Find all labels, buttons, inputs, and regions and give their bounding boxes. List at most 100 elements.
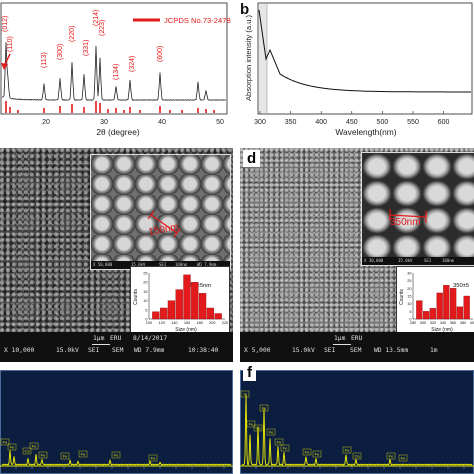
xrd-peak-label: (300) [57, 44, 64, 60]
eds-f-element-label: Ca [354, 453, 360, 458]
eds-f-element-label: Fe [269, 429, 274, 434]
sem-d-scale: 1μm [334, 335, 346, 342]
eds-f-element-label: Fe [249, 421, 254, 426]
eds-e-element-label: Fe [32, 443, 37, 448]
xrd-ref-bar [83, 107, 85, 113]
eds-e-label-box [78, 450, 88, 458]
hist-d-bar [443, 285, 450, 320]
eds-f-label-box [342, 446, 352, 454]
hist-c-bar [183, 274, 191, 320]
uv-tick-label: 600 [438, 119, 450, 126]
hist-d-annotation: 350±5 [453, 283, 469, 289]
xrd-ref-bar [107, 109, 109, 113]
uv-absorption-curve [258, 9, 471, 93]
size-marker-line [150, 214, 178, 234]
xrd-ref-bar [71, 104, 73, 113]
sem-c-mag: X 10,000 [4, 347, 35, 354]
eds-f-label-box [312, 450, 322, 458]
xrd-ref-bar [205, 109, 207, 113]
eds-e-label-box [7, 443, 17, 451]
eds-e-peaks [1, 450, 232, 466]
xrd-peak-labels: (012) (110) (113) (300) (220) (331) (214)(223)… [2, 10, 164, 80]
eds-e-label-box [22, 447, 32, 455]
hist-c-bar [191, 282, 199, 320]
size-marker-line [389, 214, 427, 218]
eds-f-element-label: Fe [345, 447, 350, 452]
xrd-peak-label: (331) [83, 40, 90, 56]
xrd-ref-bar [197, 108, 199, 113]
inset-size-label-c: 150nm [148, 222, 180, 238]
xrd-ref-bar [115, 108, 117, 113]
hist-c-y-tick-label: 5 [145, 308, 147, 312]
inset-c-kv: 15.0kV [131, 262, 146, 267]
xrd-peak-label: (600) [157, 46, 164, 62]
uv-chart: b Absorption intensity (a.u.) 300 350 400 4… [240, 1, 473, 137]
eds-panel-letter-f: f [243, 364, 256, 381]
xrd-tick-label-20: 20 [42, 119, 50, 126]
uv-tick-label: 500 [377, 119, 389, 126]
xrd-ref-bar [159, 106, 161, 113]
hist-c-x-tick-label: 180 [196, 321, 202, 325]
eds-f-element-label: Fe [262, 405, 267, 410]
xrd-ref-bar [95, 101, 97, 113]
eds-e-element-label: Fe [81, 451, 86, 456]
sem-c-org: ERU [110, 335, 122, 342]
xrd-ref-bar [169, 110, 171, 113]
eds-f-label-box [302, 448, 312, 456]
hist-d-x-tick-label: 340 [440, 321, 446, 325]
eds-panel-f: O Fe Ca Fe Fe Fe Fe Fe Fe Fe Ca Fe Fe f [240, 364, 474, 474]
inset-d-scale: 100nm [442, 258, 455, 263]
inset-d-info-strip: X 30,000 15.0kV SEI 100nm [362, 257, 474, 265]
sem-c-sei: SEI [88, 347, 100, 354]
hist-c-y-tick-label: 0 [145, 318, 147, 322]
xrd-pattern-line [1, 42, 227, 101]
hist-c-x-tick-label: 100 [146, 321, 152, 325]
eds-e-label-box [29, 442, 39, 450]
hist-c-y-tick-label: 10 [143, 299, 147, 303]
xrd-peak-label: (110) [7, 36, 14, 52]
hist-d-bar [422, 311, 430, 320]
sem-d-sem: SEM [350, 347, 362, 354]
xrd-tick-label-30: 30 [100, 119, 108, 126]
inset-c-info-strip: X 50,000 15.0kV SEI 100nm WD 7.9mm [91, 261, 230, 269]
sem-d-scale-bar [333, 344, 351, 345]
xrd-tick-label-40: 40 [158, 119, 166, 126]
sem-inset-d: 350nm X 30,000 15.0kV SEI 100nm [361, 152, 474, 266]
uv-plot-frame [257, 2, 473, 115]
eds-e-element-label: Fe [151, 455, 156, 460]
hist-d-bar [456, 306, 464, 320]
inset-d-sei: SEI [424, 258, 432, 263]
hist-c-y-tick-label: 25 [143, 272, 147, 276]
uv-tick-label: 400 [315, 119, 327, 126]
eds-f-element-label: Fe [305, 449, 310, 454]
xrd-peak-label: (134) [113, 64, 120, 80]
eds-f-label-box [246, 420, 256, 428]
sem-info-strip-d: 1μm ERU X 5,000 15.0kV SEI SEM WD 13.5mm… [240, 332, 474, 362]
hist-c-y-tick-label: 20 [143, 281, 147, 285]
xrd-ref-bar [139, 110, 141, 113]
eds-f-label-box [259, 404, 269, 412]
xrd-ref-bar [123, 110, 125, 113]
size-marker-cap [147, 210, 155, 220]
hist-d-x-tick-label: 380 [460, 321, 466, 325]
hist-d-y-tick-label: 25 [407, 279, 411, 283]
eds-f-label-box [266, 428, 276, 436]
xrd-ref-bar [9, 107, 11, 113]
uv-x-ticks: 300 350 400 450 500 550 600 [254, 111, 450, 126]
eds-f-element-label: Fe [283, 445, 288, 450]
eds-f-element-label: O [243, 391, 246, 396]
hist-c-bar [160, 307, 168, 320]
xrd-legend-label: JCPDS No.73-2478 [164, 16, 231, 25]
inset-c-wd: WD 7.9mm [197, 262, 217, 267]
sem-c-wd: WD 7.9mm [134, 347, 165, 354]
hist-c-y-tick-label: 15 [143, 290, 147, 294]
hist-d-y-tick-label: 15 [407, 295, 411, 299]
hist-d-bar [416, 300, 423, 320]
sem-panel-c: 150nm X 50,000 15.0kV SEI 100nm WD 7.9mm… [0, 148, 233, 362]
hist-c-x-tick-label: 220 [222, 321, 228, 325]
sem-d-time: 1m [430, 347, 438, 354]
sem-d-mag: X 5,000 [244, 347, 271, 354]
sem-d-org: ERU [351, 335, 363, 342]
eds-e-element-label: Fe [114, 452, 119, 457]
